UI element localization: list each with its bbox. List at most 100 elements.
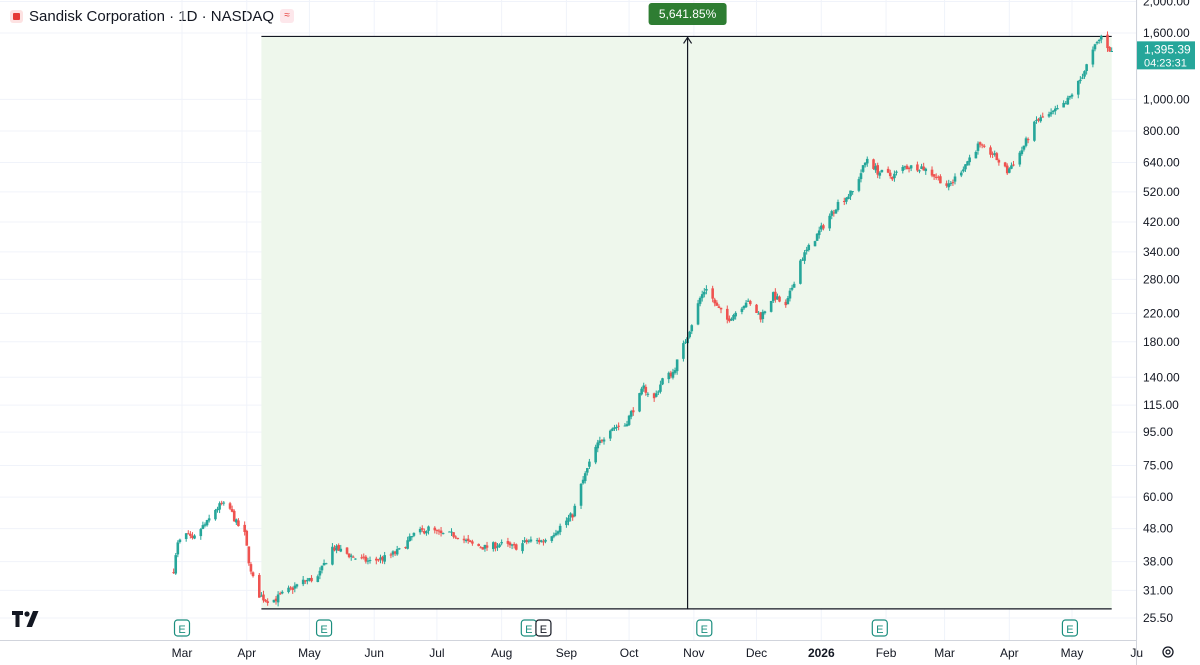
candle-body (260, 595, 263, 597)
candle-body (251, 572, 255, 577)
wave-icon[interactable]: ≈ (280, 9, 295, 23)
candle-body (496, 546, 499, 548)
candle-body (924, 168, 928, 172)
earnings-marker[interactable]: E (173, 619, 191, 637)
candle-body (1062, 102, 1065, 108)
x-tick-label: Jul (429, 646, 444, 660)
candle-body (893, 173, 896, 179)
earnings-marker[interactable]: E (871, 619, 888, 637)
candle-body (287, 587, 290, 593)
candle-body (598, 440, 602, 444)
candle-body (494, 542, 497, 549)
candle-body (888, 172, 892, 177)
candle-body (291, 587, 295, 590)
candle-body (339, 548, 343, 552)
candle-body (205, 520, 209, 526)
candle-body (991, 153, 994, 155)
countdown-timer: 04:23:31 (1144, 57, 1187, 69)
candle-body (995, 153, 999, 161)
candle-body (1093, 44, 1097, 50)
x-tick-label: Nov (683, 646, 704, 660)
candle-body (746, 300, 750, 302)
candle-body (218, 503, 221, 510)
candle-body (757, 313, 760, 315)
candle-body (813, 241, 817, 247)
candle-body (863, 162, 867, 166)
candle-body (705, 288, 708, 291)
candle-body (558, 525, 562, 533)
settings-gear-icon[interactable] (1162, 646, 1174, 658)
candle-body (657, 391, 660, 393)
candle-body (586, 468, 589, 473)
candle-body (374, 558, 378, 561)
candle-body (828, 215, 831, 229)
candle-body (441, 533, 445, 535)
y-tick-label: 25.50 (1143, 611, 1173, 625)
candle-body (506, 541, 510, 544)
candle-body (982, 145, 986, 147)
candle-body (1012, 164, 1015, 166)
candle-body (930, 169, 934, 176)
earnings-marker[interactable]: E (315, 619, 333, 637)
candle-body (508, 542, 512, 546)
candle-body (230, 509, 234, 512)
candle-body (303, 580, 307, 582)
candle-body (452, 532, 455, 537)
candle-body (450, 531, 453, 533)
x-tick-label: Mar (172, 646, 193, 660)
candle-body (565, 520, 568, 526)
candle-body (207, 518, 211, 521)
candle-body (1039, 117, 1042, 122)
candle-body (352, 556, 355, 558)
x-tick-label: May (1061, 646, 1084, 660)
candle-body (310, 577, 313, 582)
earnings-marker-box (173, 619, 191, 637)
candle-body (1083, 71, 1086, 77)
x-tick-label: May (298, 646, 321, 660)
earnings-marker[interactable]: E (1061, 619, 1079, 637)
y-tick-label: 31.00 (1143, 583, 1173, 597)
candle-body (901, 167, 905, 171)
candle-body (583, 473, 587, 482)
earnings-marker-label: E (876, 624, 883, 636)
candle-body (717, 306, 721, 308)
candle-body (918, 170, 921, 172)
earnings-marker[interactable]: E (520, 619, 537, 637)
last-price-tag (1137, 41, 1195, 70)
candle-body (891, 176, 894, 180)
candle-body (822, 225, 825, 229)
candle-body (596, 442, 600, 449)
candle-body (345, 547, 349, 554)
candle-body (675, 359, 679, 372)
earnings-marker[interactable]: E (535, 619, 552, 637)
candle-body (859, 173, 863, 180)
candle-body (366, 560, 370, 562)
candle-body (778, 296, 781, 302)
candle-body (661, 378, 664, 385)
candle-body (235, 519, 238, 523)
earnings-marker[interactable]: E (696, 619, 713, 637)
candle-body (249, 564, 253, 572)
candle-body (174, 555, 178, 574)
candle-body (1106, 34, 1109, 49)
candle-body (631, 410, 635, 413)
candle-body (199, 529, 203, 537)
candle-body (951, 182, 955, 184)
candle-body (410, 536, 414, 538)
candle-body (232, 510, 236, 522)
gear-center (1165, 649, 1171, 655)
candle-body (567, 517, 570, 522)
candle-body (573, 505, 577, 517)
candle-body (498, 544, 501, 547)
candle-body (836, 201, 840, 210)
candle-body (1041, 116, 1045, 118)
candle-body (276, 594, 280, 603)
candle-body (807, 244, 811, 251)
candle-body (324, 563, 328, 565)
candle-body (865, 158, 869, 164)
y-tick-label: 520.00 (1143, 185, 1180, 199)
symbol-title[interactable]: Sandisk Corporation · 1D · NASDAQ (29, 7, 275, 25)
y-tick-label: 140.00 (1143, 370, 1180, 384)
candle-body (625, 424, 629, 427)
